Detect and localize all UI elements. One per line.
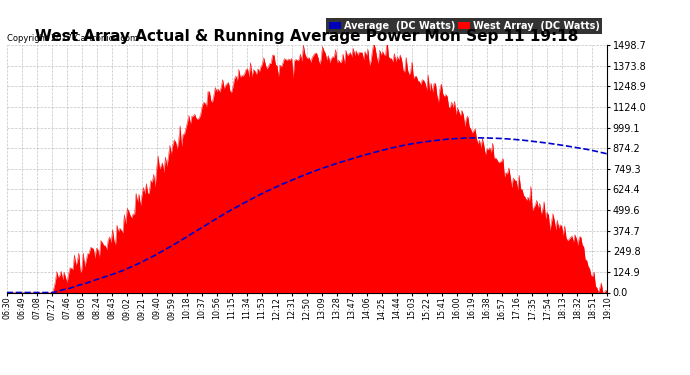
Title: West Array Actual & Running Average Power Mon Sep 11 19:18: West Array Actual & Running Average Powe… [35, 29, 579, 44]
Legend: Average  (DC Watts), West Array  (DC Watts): Average (DC Watts), West Array (DC Watts… [326, 18, 602, 33]
Text: Copyright 2017 Cartronics.com: Copyright 2017 Cartronics.com [7, 33, 138, 42]
